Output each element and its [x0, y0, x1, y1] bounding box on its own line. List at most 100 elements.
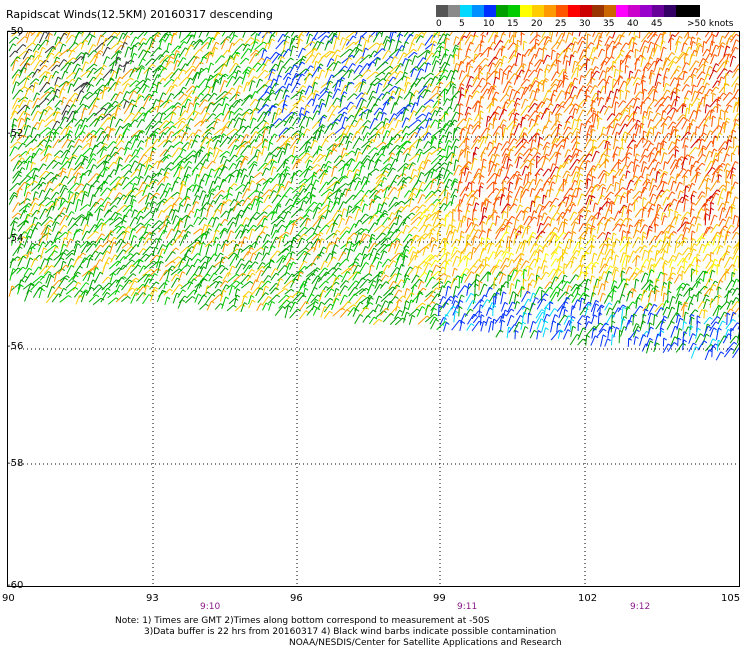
wind-barb [626, 179, 632, 191]
wind-barb-flag [209, 52, 213, 56]
wind-barb [121, 68, 132, 79]
wind-barb [689, 132, 695, 142]
wind-barb [159, 100, 167, 108]
wind-barb-flag [687, 131, 692, 135]
wind-barb [473, 43, 480, 53]
wind-barb [380, 101, 387, 114]
wind-barb [498, 108, 505, 121]
wind-barb [444, 185, 447, 197]
wind-barb [137, 31, 146, 39]
wind-barb-flag [321, 98, 325, 102]
wind-barb-flag [206, 153, 211, 156]
wind-barb [298, 178, 306, 185]
wind-barb-flag [48, 135, 53, 139]
wind-barb-flag [142, 49, 147, 53]
wind-barb-flag [265, 167, 270, 171]
wind-barb-flag [578, 149, 583, 153]
wind-barb [124, 141, 130, 151]
wind-barb-flag [271, 38, 275, 42]
wind-barb [304, 54, 313, 64]
wind-barb-flag [209, 138, 214, 142]
wind-barb-flag [495, 91, 500, 95]
wind-barb [222, 173, 231, 183]
wind-barb [584, 68, 592, 79]
wind-barb-flag [714, 53, 718, 57]
wind-barb-flag [454, 119, 458, 123]
wind-barb-flag [558, 123, 563, 127]
wind-barb [449, 31, 454, 36]
wind-barb-flag [647, 96, 651, 100]
wind-barb-flag [337, 60, 342, 64]
wind-barb [163, 111, 173, 121]
wind-barb-flag [592, 99, 596, 103]
wind-barb-flag [502, 32, 506, 36]
wind-barb-flag [314, 81, 318, 85]
wind-barb [88, 97, 97, 109]
wind-barb-flag [267, 110, 272, 114]
wind-barb-flag [693, 109, 697, 113]
wind-barb-flag [108, 117, 112, 121]
wind-barb [122, 31, 129, 40]
wind-barb-flag [440, 45, 445, 49]
wind-barb-flag [526, 114, 530, 118]
wind-barb-flag [403, 184, 407, 188]
wind-barb-flag [103, 107, 107, 111]
wind-barb [16, 134, 24, 141]
wind-barb-flag [176, 49, 180, 53]
wind-barb [620, 42, 627, 52]
wind-barb-flag [378, 31, 383, 35]
wind-barb [369, 103, 376, 114]
wind-barb [135, 65, 142, 73]
wind-barb-flag [33, 152, 37, 156]
wind-barb [569, 82, 572, 94]
wind-barb [387, 187, 395, 197]
wind-barb [306, 92, 313, 100]
wind-barb-flag [406, 76, 411, 80]
wind-barb-flag [113, 140, 117, 144]
wind-barb [268, 63, 276, 73]
wind-barb-flag [215, 146, 220, 150]
wind-barb-flag [445, 123, 449, 127]
wind-barb [11, 69, 19, 79]
wind-barb-flag [478, 84, 482, 88]
wind-barb [122, 91, 128, 100]
wind-barb-flag [198, 129, 202, 133]
wind-barb-flag [35, 174, 39, 178]
wind-barb [44, 71, 48, 81]
wind-barb-flag [87, 142, 92, 146]
wind-barb-flag [115, 151, 120, 155]
wind-barb [397, 186, 402, 198]
wind-barb-flag [446, 169, 450, 173]
wind-barb-flag [684, 144, 689, 148]
wind-barb-flag [400, 129, 405, 133]
wind-barb [313, 31, 319, 40]
wind-barb [654, 57, 658, 71]
wind-barb-flag [276, 183, 280, 187]
wind-barb [670, 180, 674, 191]
wind-barb-flag [685, 62, 690, 65]
wind-barb-flag [540, 168, 544, 171]
wind-barb [388, 64, 399, 75]
wind-barb [373, 159, 379, 169]
wind-barb-flag [166, 171, 170, 175]
wind-barb-flag [103, 64, 107, 68]
wind-barb [71, 145, 80, 156]
wind-barb-flag [409, 33, 414, 37]
wind-barb-flag [449, 120, 453, 124]
wind-barb [102, 46, 108, 57]
wind-barb [498, 68, 501, 80]
wind-barb [625, 90, 628, 100]
wind-barb-flag [620, 146, 625, 150]
wind-barb [277, 183, 282, 193]
wind-barb [177, 57, 184, 67]
wind-barb [352, 74, 361, 81]
wind-barb-flag [501, 165, 506, 169]
wind-barb-flag [503, 55, 508, 59]
wind-barb-flag [79, 124, 83, 127]
wind-barb [75, 52, 82, 60]
wind-barb-flag [495, 76, 499, 80]
wind-barb-flag [85, 105, 90, 108]
wind-barb-flag [169, 33, 173, 37]
wind-barb [443, 169, 448, 180]
wind-barb [382, 156, 391, 165]
